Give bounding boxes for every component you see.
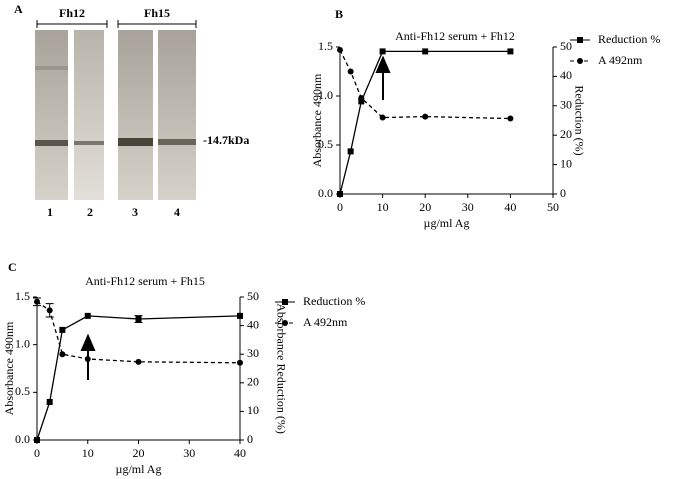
x-axis-label: µg/ml Ag — [424, 216, 470, 230]
gel-lane — [118, 30, 153, 200]
marker — [135, 358, 142, 365]
marker — [507, 115, 514, 122]
y2-tick-label: 40 — [560, 68, 572, 82]
x-tick-label: 30 — [462, 200, 474, 214]
x-tick-label: 30 — [183, 446, 195, 460]
marker — [337, 191, 343, 197]
lane-label: 3 — [132, 205, 138, 219]
marker — [347, 148, 354, 155]
marker — [84, 312, 91, 319]
marker — [237, 359, 243, 366]
marker — [282, 299, 288, 305]
y2-tick-label: 50 — [560, 39, 572, 53]
marker — [422, 48, 429, 55]
gel-lane — [35, 30, 68, 200]
y2-tick-label: 10 — [247, 403, 259, 417]
marker — [379, 48, 386, 55]
y-tick-label: 0.0 — [318, 186, 333, 200]
marker — [46, 398, 53, 405]
series-line — [36, 301, 241, 364]
panel-label: B — [335, 7, 343, 21]
marker — [507, 48, 514, 55]
marker — [282, 320, 288, 326]
marker — [347, 68, 354, 75]
y-tick-label: 1.0 — [318, 88, 333, 102]
marker — [577, 37, 583, 43]
y-tick-label: 0.5 — [15, 384, 30, 398]
y2-tick-label: 30 — [560, 98, 572, 112]
marker — [34, 437, 40, 443]
y-axis-label: Absorbance 490nm — [2, 321, 16, 415]
x-tick-label: 10 — [377, 200, 389, 214]
legend-label: A 492nm — [598, 53, 643, 67]
lane-label: 4 — [174, 205, 180, 219]
x-tick-label: 40 — [504, 200, 516, 214]
marker — [422, 113, 429, 120]
arrow — [375, 55, 391, 100]
series-line — [36, 315, 241, 441]
gel-lane — [158, 30, 196, 200]
gel-group-label: Fh15 — [144, 6, 170, 20]
marker-label: -14.7kDa — [203, 133, 249, 147]
x-tick-label: 10 — [82, 446, 94, 460]
y-tick-label: 0.5 — [318, 137, 333, 151]
lane-label: 2 — [87, 205, 93, 219]
x-axis-label: µg/ml Ag — [116, 462, 162, 476]
y2-tick-label: 10 — [560, 156, 572, 170]
y2-tick-label: 50 — [247, 289, 259, 303]
x-tick-label: 20 — [419, 200, 431, 214]
series-line — [339, 50, 511, 195]
marker — [379, 114, 386, 121]
panel-label: C — [8, 260, 17, 274]
marker — [34, 298, 40, 305]
y-tick-label: 1.5 — [15, 289, 30, 303]
legend-label: A 492nm — [303, 315, 348, 329]
marker — [358, 98, 365, 105]
y2-tick-label: 30 — [247, 346, 259, 360]
marker — [59, 326, 66, 333]
marker — [577, 58, 583, 64]
chart-title: Anti-Fh12 serum + Fh15 — [85, 274, 205, 288]
marker — [237, 312, 243, 319]
y2-axis-label: Absorbance Reduction (%) — [274, 303, 288, 434]
legend-label: Reduction % — [598, 32, 660, 46]
marker — [59, 351, 66, 358]
y2-tick-label: 20 — [560, 127, 572, 141]
y-tick-label: 0.0 — [15, 432, 30, 446]
chart-title: Anti-Fh12 serum + Fh12 — [395, 29, 515, 43]
marker — [358, 94, 365, 101]
y-tick-label: 1.0 — [15, 336, 30, 350]
lane-label: 1 — [47, 205, 53, 219]
x-tick-label: 0 — [34, 446, 40, 460]
y2-tick-label: 20 — [247, 375, 259, 389]
y-tick-label: 1.5 — [318, 39, 333, 53]
marker — [337, 46, 343, 53]
gel-lane — [74, 30, 104, 200]
x-tick-label: 0 — [337, 200, 343, 214]
y2-tick-label: 0 — [247, 432, 253, 446]
legend-label: Reduction % — [303, 294, 365, 308]
y2-tick-label: 40 — [247, 317, 259, 331]
y2-tick-label: 0 — [560, 186, 566, 200]
x-tick-label: 50 — [547, 200, 559, 214]
marker — [135, 316, 142, 323]
x-tick-label: 20 — [133, 446, 145, 460]
y-axis-label: Absorbance 490nm — [310, 73, 324, 167]
gel: Fh12 Fh15 1 2 3 4 -14.7kDa — [35, 6, 249, 219]
series-line — [339, 49, 511, 120]
marker — [84, 355, 91, 362]
y2-axis-label: Reduction (%) — [572, 85, 586, 155]
gel-group-label: Fh12 — [59, 6, 85, 20]
x-tick-label: 40 — [234, 446, 246, 460]
marker — [46, 307, 53, 314]
panel-label: A — [14, 2, 23, 16]
